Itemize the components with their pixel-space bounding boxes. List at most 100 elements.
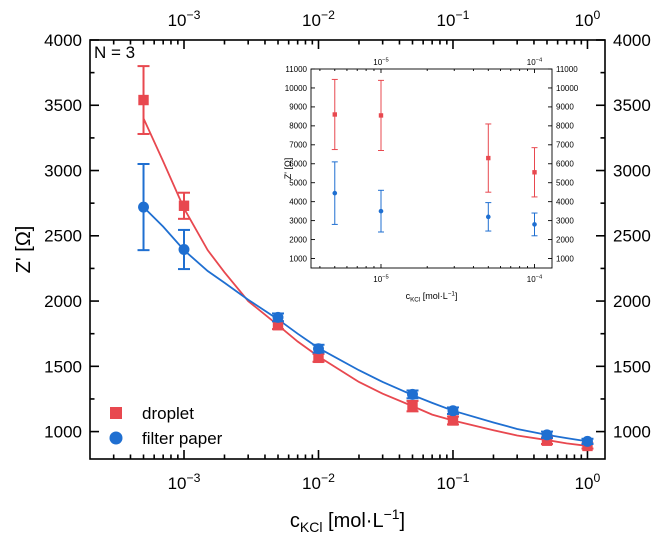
tick-base: 10 [527, 275, 536, 284]
x-axis-title: cKCl [mol·L−1] [290, 506, 405, 535]
data-point-filter-paper [447, 405, 459, 417]
x-title-superscript: −1 [448, 290, 456, 297]
inset-y-tick-label-right: 11000 [556, 65, 578, 74]
tick-base: 10 [527, 58, 536, 67]
legend-label-filter-paper: filter paper [142, 429, 223, 448]
y-tick-label-right: 3000 [613, 161, 651, 180]
tick-base: 10 [575, 11, 594, 30]
y-tick-label-left: 4000 [44, 31, 82, 50]
x-tick-label-bottom: 10−3 [168, 471, 201, 493]
tick-exponent: −5 [382, 275, 389, 281]
data-point-filter-paper [407, 388, 418, 400]
inset-y-tick-label-left: 5000 [289, 179, 307, 188]
x-title-unit: [mol·L [322, 510, 383, 532]
inset-x-axis-title: cKCl [mol·L−1] [406, 290, 458, 303]
y-tick-label-left: 2500 [44, 227, 82, 246]
tick-exponent: −5 [382, 58, 389, 64]
inset-y-tick-label-left: 3000 [289, 216, 307, 225]
inset-x-tick-label-bottom: 10−4 [527, 275, 543, 284]
fit-line-droplet [142, 117, 588, 447]
x-title-superscript: −1 [384, 506, 400, 522]
tick-exponent: −3 [186, 8, 200, 22]
data-point-droplet [272, 320, 284, 331]
legend-label-droplet: droplet [142, 404, 194, 423]
x-title-close: ] [455, 291, 458, 301]
tick-base: 10 [373, 275, 382, 284]
y-tick-label-left: 3500 [44, 96, 82, 115]
x-title-symbol: c [290, 510, 300, 532]
x-tick-label-top: 10−2 [302, 8, 335, 30]
inset-y-tick-label-left: 1000 [289, 254, 307, 263]
tick-base: 10 [437, 11, 456, 30]
inset-data-point-droplet [532, 170, 537, 175]
inset-y-tick-label-left: 9000 [289, 103, 307, 112]
x-tick-label-top: 100 [575, 8, 601, 30]
legend-marker-filter-paper [109, 431, 123, 445]
inset-y-tick-label-left: 11000 [285, 65, 307, 74]
tick-base: 10 [168, 11, 187, 30]
tick-exponent: 0 [594, 471, 601, 485]
inset-y-tick-label-left: 10000 [285, 84, 308, 93]
inset-data-point-filter-paper [532, 222, 537, 227]
tick-exponent: 0 [594, 8, 601, 22]
y-tick-label-right: 1500 [613, 357, 651, 376]
inset-y-tick-label-left: 6000 [289, 160, 307, 169]
y-tick-label-left: 1000 [44, 423, 82, 442]
data-point-filter-paper [541, 429, 553, 441]
x-title-subscript: KCl [300, 519, 323, 535]
tick-base: 10 [575, 474, 594, 493]
x-tick-label-bottom: 100 [575, 471, 601, 493]
data-point-droplet [138, 94, 149, 106]
tick-base: 10 [302, 474, 321, 493]
inset-x-tick-label-top: 10−5 [373, 58, 388, 67]
tick-exponent: −4 [536, 275, 543, 281]
data-point-filter-paper [272, 311, 284, 323]
tick-exponent: −1 [455, 8, 469, 22]
sample-size-annotation: N = 3 [94, 43, 135, 62]
y-axis-title: Z' [Ω] [13, 226, 35, 274]
tick-exponent: −4 [536, 58, 543, 64]
tick-exponent: −3 [186, 471, 200, 485]
inset-data-point-filter-paper [378, 208, 384, 214]
tick-exponent: −2 [321, 471, 335, 485]
y-tick-label-right: 1000 [613, 423, 651, 442]
data-point-droplet [541, 435, 553, 446]
data-point-droplet [178, 200, 190, 211]
x-tick-label-top: 10−3 [168, 8, 201, 30]
tick-base: 10 [168, 474, 187, 493]
x-title-subscript: KCl [410, 296, 420, 303]
inset-y-tick-label-right: 8000 [556, 122, 574, 131]
data-point-droplet [447, 415, 459, 426]
inset-data-point-filter-paper [485, 214, 491, 220]
inset-y-tick-label-right: 1000 [556, 254, 574, 263]
inset-data-point-droplet [378, 113, 384, 118]
data-point-filter-paper [138, 201, 149, 213]
inset-data-point-filter-paper [332, 190, 338, 196]
x-title-unit: [mol·L [420, 291, 448, 301]
inset-y-tick-label-left: 4000 [289, 197, 307, 206]
y-tick-label-left: 2000 [44, 292, 82, 311]
x-title-close: ] [400, 510, 406, 532]
inset-plot: 1000 1000 2000 2000 3000 3000 4000 4000 5000 5000… [283, 58, 579, 304]
inset-y-tick-label-right: 10000 [556, 84, 579, 93]
x-tick-label-top: 10−1 [437, 8, 470, 30]
legend-marker-droplet [110, 407, 122, 419]
inset-y-tick-label-right: 9000 [556, 103, 574, 112]
inset-y-tick-label-right: 4000 [556, 197, 574, 206]
y-tick-label-right: 4000 [613, 31, 651, 50]
inset-y-axis-title: Z' [Ω] [283, 158, 293, 179]
inset-y-tick-label-right: 2000 [556, 235, 574, 244]
tick-base: 10 [373, 58, 382, 67]
data-point-filter-paper [582, 435, 593, 447]
inset-y-tick-label-right: 5000 [556, 179, 574, 188]
inset-y-tick-label-left: 2000 [289, 235, 307, 244]
inset-data-point-droplet [332, 112, 337, 117]
y-tick-label-left: 1500 [44, 357, 82, 376]
tick-exponent: −1 [455, 471, 469, 485]
plot-frame [89, 39, 606, 460]
inset-y-tick-label-right: 6000 [556, 160, 574, 169]
tick-exponent: −2 [321, 8, 335, 22]
inset-y-tick-label-right: 3000 [556, 216, 574, 225]
data-point-droplet [407, 400, 418, 412]
